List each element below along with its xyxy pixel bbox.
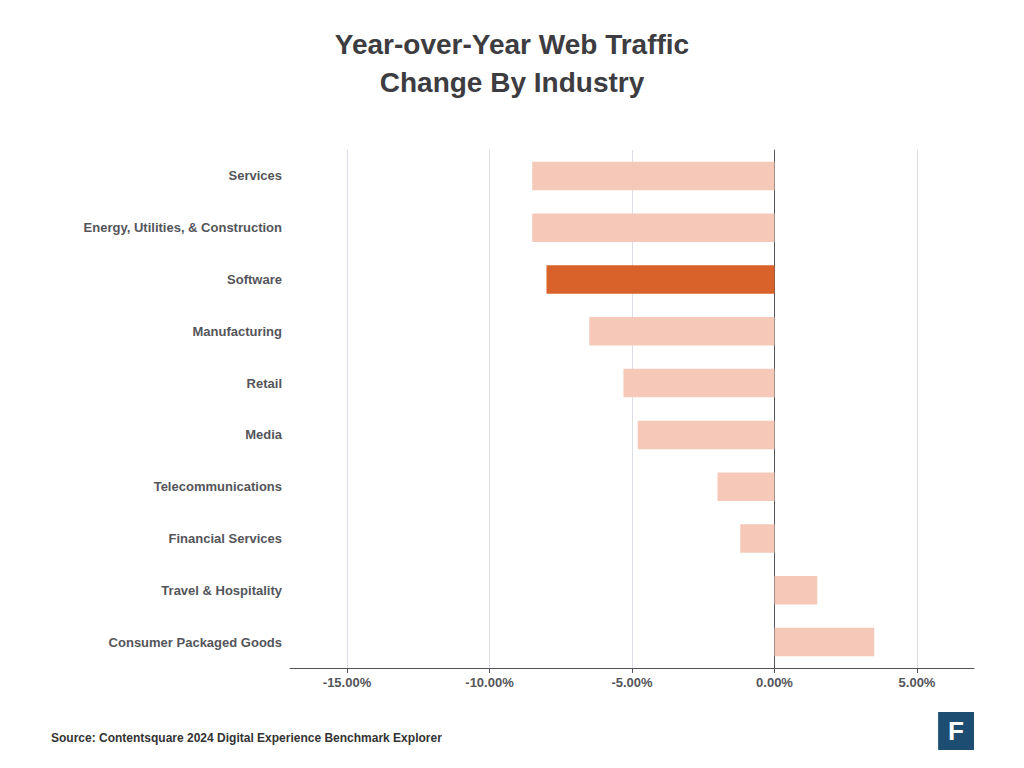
svg-text:-15.00%: -15.00% bbox=[323, 675, 372, 690]
svg-text:Change By Industry: Change By Industry bbox=[380, 67, 645, 98]
svg-text:Retail: Retail bbox=[247, 376, 282, 391]
svg-text:Consumer Packaged Goods: Consumer Packaged Goods bbox=[109, 635, 282, 650]
svg-text:Year-over-Year Web Traffic: Year-over-Year Web Traffic bbox=[335, 29, 689, 60]
svg-text:Manufacturing: Manufacturing bbox=[192, 324, 282, 339]
svg-text:-5.00%: -5.00% bbox=[611, 675, 653, 690]
svg-text:Source: Contentsquare 2024 Dig: Source: Contentsquare 2024 Digital Exper… bbox=[51, 731, 442, 745]
svg-text:Telecommunications: Telecommunications bbox=[154, 479, 282, 494]
svg-text:Software: Software bbox=[227, 272, 282, 287]
svg-text:5.00%: 5.00% bbox=[899, 675, 936, 690]
svg-text:Energy, Utilities, & Construct: Energy, Utilities, & Construction bbox=[84, 220, 282, 235]
svg-text:0.00%: 0.00% bbox=[756, 675, 793, 690]
svg-text:Financial Services: Financial Services bbox=[169, 531, 282, 546]
svg-text:F: F bbox=[948, 716, 964, 746]
svg-text:Services: Services bbox=[229, 168, 283, 183]
svg-text:Travel & Hospitality: Travel & Hospitality bbox=[161, 583, 282, 598]
svg-text:-10.00%: -10.00% bbox=[465, 675, 514, 690]
svg-text:Media: Media bbox=[245, 427, 283, 442]
